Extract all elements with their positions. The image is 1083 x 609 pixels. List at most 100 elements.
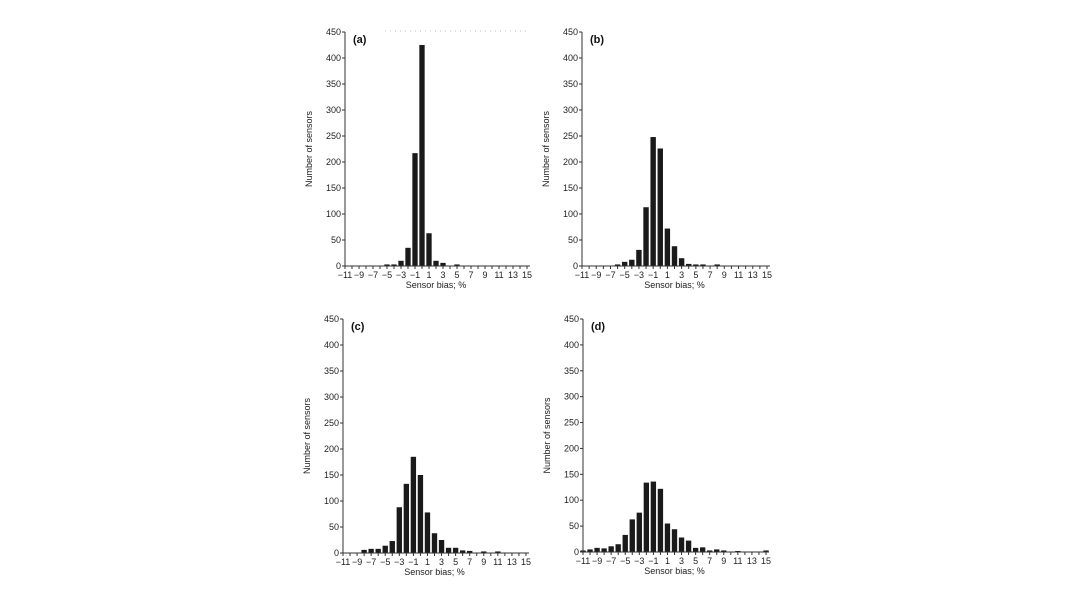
histogram-bar <box>650 137 656 266</box>
histogram-bar <box>699 547 706 552</box>
histogram-bar <box>763 550 769 552</box>
histogram-bar <box>417 475 424 553</box>
histogram-bar <box>671 246 678 266</box>
histogram-bar <box>424 512 431 553</box>
x-tick-label: −7 <box>605 270 615 280</box>
x-tick-label: 9 <box>482 270 487 280</box>
x-tick-label: 13 <box>507 557 517 567</box>
x-tick-label: 7 <box>468 270 473 280</box>
histogram-bar <box>382 545 388 553</box>
x-tick-label: −9 <box>591 270 601 280</box>
histogram-bar <box>454 264 460 266</box>
histogram-bar <box>700 264 706 266</box>
histogram-bar <box>671 529 678 552</box>
x-tick-label: 13 <box>747 556 757 566</box>
panel-label: (c) <box>351 321 365 333</box>
x-tick-label: −3 <box>634 270 644 280</box>
histogram-bar <box>405 247 411 266</box>
histogram-bar <box>419 45 425 266</box>
x-tick-label: 1 <box>425 557 430 567</box>
y-tick-label: 400 <box>564 340 579 350</box>
x-tick-label: −1 <box>410 270 420 280</box>
histogram-bar <box>412 153 418 266</box>
x-tick-label: −7 <box>366 557 376 567</box>
x-tick-label: −11 <box>576 556 591 566</box>
x-tick-label: 3 <box>440 270 445 280</box>
histogram-bar <box>678 258 685 266</box>
histogram-bar <box>398 260 404 266</box>
y-tick-label: 350 <box>324 366 339 376</box>
histogram-bar <box>481 551 487 553</box>
histogram-bar <box>629 519 635 552</box>
x-tick-label: 15 <box>761 556 771 566</box>
panel-label: (a) <box>353 34 367 46</box>
x-tick-label: −9 <box>352 557 362 567</box>
y-tick-label: 300 <box>326 105 341 115</box>
histogram-bar <box>587 549 593 552</box>
x-tick-label: −7 <box>368 270 378 280</box>
y-tick-label: 300 <box>564 392 579 402</box>
x-tick-label: 9 <box>721 556 726 566</box>
histogram-bar <box>664 523 671 552</box>
histogram-bar <box>643 207 649 266</box>
x-tick-label: 11 <box>493 557 502 567</box>
histogram-bar <box>368 548 374 553</box>
y-tick-label: 350 <box>326 79 341 89</box>
x-tick-label: −3 <box>394 557 404 567</box>
x-tick-label: −5 <box>620 556 630 566</box>
x-tick-label: 15 <box>522 270 532 280</box>
y-tick-label: 450 <box>324 314 339 324</box>
histogram-bar <box>664 228 671 266</box>
y-tick-label: 150 <box>326 183 341 193</box>
x-tick-label: 11 <box>734 270 743 280</box>
y-tick-label: 100 <box>564 495 579 505</box>
x-tick-label: 3 <box>439 557 444 567</box>
histogram-bar <box>735 550 741 552</box>
x-tick-label: 1 <box>665 556 670 566</box>
x-axis-label: Sensor bias; % <box>404 567 465 577</box>
y-tick-label: 0 <box>334 548 339 558</box>
x-tick-label: 3 <box>679 270 684 280</box>
histogram-bar <box>467 550 473 553</box>
x-tick-label: 7 <box>707 556 712 566</box>
histogram-bar <box>452 547 459 553</box>
histogram-bar <box>650 481 657 552</box>
x-tick-label: −5 <box>382 270 392 280</box>
histogram-bar <box>657 488 664 552</box>
y-axis-label: Number of sensors <box>541 110 551 187</box>
histogram-bar <box>629 259 635 266</box>
y-tick-label: 250 <box>564 418 579 428</box>
x-axis-label: Sensor bias; % <box>406 280 467 290</box>
y-tick-label: 250 <box>563 131 578 141</box>
histogram-bar <box>375 548 381 553</box>
y-tick-label: 0 <box>573 261 578 271</box>
histogram-bar <box>614 264 621 266</box>
x-tick-label: −11 <box>575 270 590 280</box>
y-tick-label: 50 <box>331 235 341 245</box>
panel-label: (b) <box>590 34 604 46</box>
y-tick-label: 400 <box>326 53 341 63</box>
y-tick-label: 0 <box>574 547 579 557</box>
y-axis-label: Number of sensors <box>542 397 552 474</box>
histogram-bar <box>389 541 395 553</box>
y-tick-label: 250 <box>324 418 339 428</box>
x-tick-label: 11 <box>733 556 742 566</box>
x-tick-label: −5 <box>380 557 390 567</box>
x-tick-label: −7 <box>606 556 616 566</box>
x-tick-label: 1 <box>665 270 670 280</box>
histogram-bar <box>396 507 402 553</box>
x-tick-label: −3 <box>634 556 644 566</box>
x-tick-label: 5 <box>693 556 698 566</box>
panel-label: (d) <box>591 321 605 333</box>
y-tick-label: 100 <box>563 209 578 219</box>
histogram-bar <box>391 264 397 266</box>
y-tick-label: 200 <box>563 157 578 167</box>
histogram-bar <box>594 547 600 552</box>
histogram-bar <box>608 546 614 552</box>
histogram-bar <box>621 261 628 266</box>
histogram-bar <box>678 537 685 552</box>
y-axis-label: Number of sensors <box>304 110 314 187</box>
x-tick-label: 15 <box>521 557 531 567</box>
